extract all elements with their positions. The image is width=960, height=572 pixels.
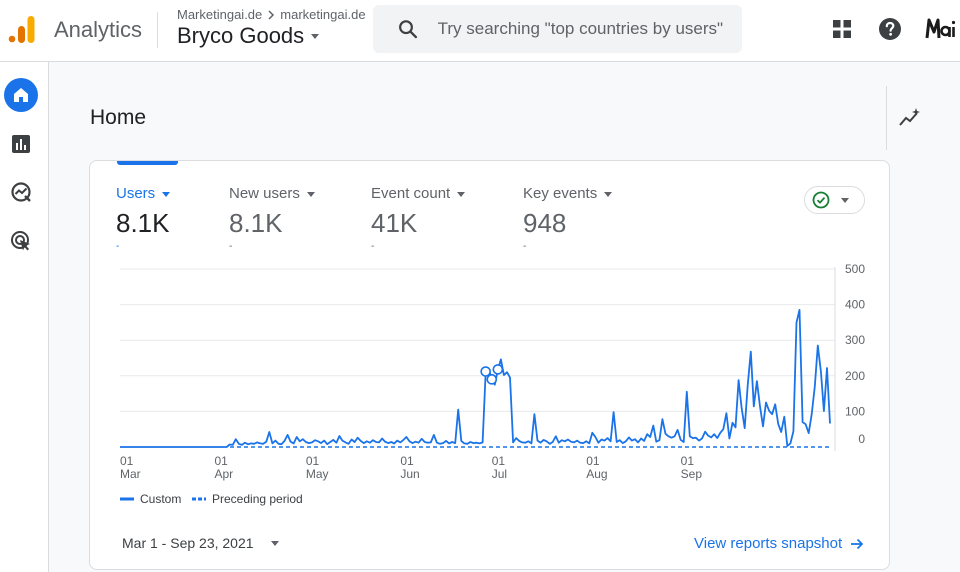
x-tick-day: 01 (681, 454, 695, 468)
metric-value: 948 (523, 208, 567, 238)
chart-gridlines (120, 267, 836, 451)
x-tick-month: Jul (492, 467, 507, 481)
x-tick-day: 01 (214, 454, 228, 468)
bar-chart-icon (12, 135, 30, 153)
x-tick-day: 01 (400, 454, 414, 468)
metric-value: 41K (371, 208, 418, 238)
caret-down-icon (311, 34, 320, 39)
caret-down-icon (270, 541, 279, 546)
analytics-logo[interactable] (8, 14, 36, 44)
legend-custom: Custom (120, 492, 181, 506)
arrow-right-icon (851, 538, 864, 549)
account-avatar-icon[interactable] (924, 16, 956, 42)
caret-down-icon (306, 191, 315, 197)
app-title: Analytics (54, 17, 143, 42)
metric-change: - (116, 241, 120, 252)
breadcrumb[interactable]: Marketingai.de marketingai.de (177, 7, 366, 22)
metric-new-users[interactable]: New users 8.1K - (229, 185, 316, 252)
selected-tab-indicator (117, 161, 178, 165)
metric-label: New users (229, 185, 300, 202)
right-rail-divider (886, 86, 887, 150)
view-reports-snapshot-link[interactable]: View reports snapshot (694, 535, 864, 552)
x-tick-month: Sep (681, 467, 703, 481)
metric-label: Key events (523, 185, 598, 202)
x-tick-month: May (306, 467, 329, 481)
home-icon (14, 88, 28, 102)
data-point[interactable] (480, 366, 491, 377)
nav-advertising[interactable] (6, 226, 36, 256)
caret-down-icon (604, 191, 613, 197)
legend-preceding: Preceding period (192, 492, 303, 506)
search-icon (399, 20, 418, 39)
metric-users[interactable]: Users 8.1K - (116, 185, 171, 252)
date-range-label: Mar 1 - Sep 23, 2021 (122, 535, 254, 551)
legend-label: Preceding period (212, 492, 303, 506)
y-tick-label: 500 (845, 262, 865, 276)
page-title: Home (90, 106, 147, 129)
search-input[interactable] (437, 19, 742, 39)
date-range-picker[interactable]: Mar 1 - Sep 23, 2021 (122, 535, 280, 551)
breadcrumb-property[interactable]: marketingai.de (280, 7, 366, 22)
chart-points (480, 364, 504, 385)
chart-y-ticks: 0 100 200 300 400 500 (845, 262, 865, 446)
view-link-label: View reports snapshot (694, 535, 843, 552)
data-point[interactable] (492, 364, 504, 375)
y-tick-label: 100 (845, 404, 865, 418)
metric-change: - (371, 241, 375, 252)
x-tick-month: Apr (214, 467, 233, 481)
metric-event-count[interactable]: Event count 41K - (371, 185, 466, 252)
solid-line-swatch (120, 497, 134, 501)
advertising-cursor-icon (11, 231, 30, 251)
insights-icon[interactable] (898, 106, 922, 130)
metric-value: 8.1K (116, 208, 170, 238)
data-point[interactable] (486, 374, 498, 385)
x-tick-day: 01 (492, 454, 506, 468)
overview-card: Users 8.1K - New users 8.1K - Event coun… (89, 160, 890, 570)
apps-grid-icon[interactable] (830, 17, 854, 41)
nav-reports[interactable] (6, 129, 36, 159)
metric-change: - (229, 241, 233, 252)
metric-value: 8.1K (229, 208, 283, 238)
explore-icon (11, 182, 31, 202)
caret-down-icon (162, 191, 171, 197)
x-tick-month: Aug (586, 467, 607, 481)
x-tick-day: 01 (306, 454, 320, 468)
breadcrumb-account[interactable]: Marketingai.de (177, 7, 263, 22)
metric-change: - (523, 241, 527, 252)
nav-explore[interactable] (6, 177, 36, 207)
header-divider (157, 12, 158, 48)
y-tick-label: 300 (845, 333, 865, 347)
y-tick-label: 0 (858, 432, 865, 446)
y-tick-label: 200 (845, 369, 865, 383)
check-circle-icon (812, 191, 830, 209)
caret-down-icon (841, 198, 849, 203)
chevron-right-icon (268, 9, 275, 20)
help-icon[interactable] (878, 17, 902, 41)
metric-key-events[interactable]: Key events 948 - (523, 185, 613, 252)
x-tick-month: Mar (120, 467, 141, 481)
metric-label: Users (116, 185, 156, 202)
y-tick-label: 400 (845, 298, 865, 312)
top-bar: Analytics Marketingai.de marketingai.de … (0, 0, 960, 62)
x-tick-day: 01 (586, 454, 600, 468)
dashed-line-swatch (192, 497, 206, 501)
legend-label: Custom (140, 492, 182, 506)
search-bar[interactable] (373, 5, 742, 53)
property-selector[interactable]: Bryco Goods (177, 23, 322, 49)
x-tick-month: Jun (400, 467, 419, 481)
data-status-dropdown[interactable] (804, 186, 865, 214)
x-tick-day: 01 (120, 454, 134, 468)
series-custom (120, 309, 831, 448)
left-nav (0, 62, 49, 572)
caret-down-icon (457, 191, 466, 197)
metric-label: Event count (371, 185, 451, 202)
nav-home[interactable] (4, 78, 38, 112)
property-name: Bryco Goods (177, 23, 305, 48)
